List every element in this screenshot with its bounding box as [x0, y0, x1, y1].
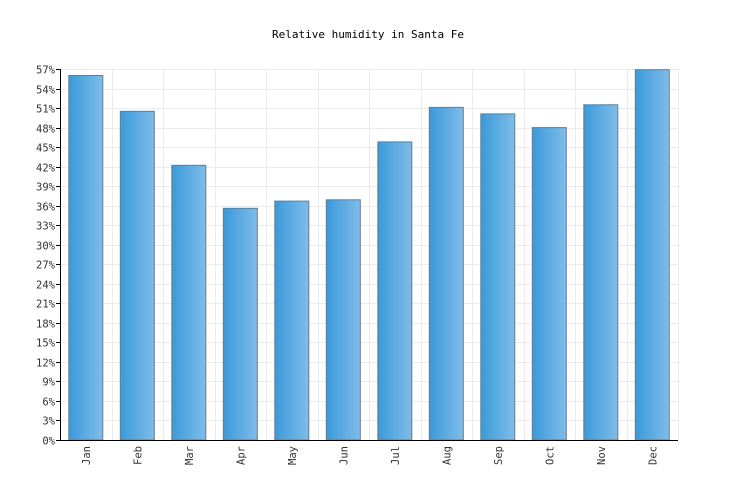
- y-tick-label: 21%: [36, 299, 56, 311]
- x-tick-label: Sep: [493, 446, 505, 465]
- bar-apr: [222, 207, 258, 441]
- y-tick-labels: 0% 3% 6% 9% 12% 15% 18% 21% 24% 27% 30% 33% 36% 39% 42…: [36, 65, 56, 448]
- bars-layer: [68, 69, 670, 441]
- x-tick-label: Mar: [184, 446, 196, 465]
- y-tick-label: 12%: [36, 358, 56, 370]
- x-tick-label: Nov: [596, 446, 608, 465]
- y-tick-label: 9%: [42, 377, 55, 389]
- y-tick-label: 0%: [42, 436, 55, 448]
- y-tick-label: 51%: [36, 104, 56, 116]
- y-tick-label: 48%: [36, 124, 56, 136]
- y-tick-label: 6%: [42, 397, 55, 409]
- bar-sep: [480, 113, 516, 441]
- grid-layer: [60, 69, 679, 440]
- y-tick-label: 54%: [36, 85, 56, 97]
- y-tick-label: 45%: [36, 143, 56, 155]
- bar-jul: [377, 141, 413, 441]
- x-tick-label: Jan: [81, 446, 93, 465]
- y-tick-label: 24%: [36, 280, 56, 292]
- bar-mar: [171, 164, 207, 441]
- bar-dec: [634, 69, 670, 441]
- x-tick-label: Apr: [235, 446, 247, 465]
- bar-nov: [583, 104, 619, 441]
- bar-aug: [428, 106, 464, 441]
- x-tick-labels: Jan Feb Mar Apr May Jun Jul Aug Sep Oct Nov Dec: [81, 446, 660, 465]
- bar-oct: [531, 127, 567, 441]
- x-tick-label: May: [287, 446, 299, 465]
- y-tick-label: 57%: [36, 65, 56, 77]
- y-tick-label: 3%: [42, 416, 55, 428]
- x-tick-label: Aug: [441, 446, 453, 465]
- axes-layer: [56, 69, 678, 441]
- y-tick-label: 27%: [36, 260, 56, 272]
- y-tick-label: 42%: [36, 163, 56, 175]
- x-tick-label: Jun: [338, 446, 350, 465]
- bar-feb: [119, 110, 155, 441]
- x-tick-label: Dec: [647, 446, 659, 465]
- y-tick-label: 15%: [36, 338, 56, 350]
- y-tick-label: 36%: [36, 202, 56, 214]
- y-tick-label: 33%: [36, 221, 56, 233]
- bar-jun: [325, 199, 361, 441]
- bar-jan: [68, 75, 104, 441]
- y-tick-label: 39%: [36, 182, 56, 194]
- x-tick-label: Jul: [390, 446, 402, 465]
- x-tick-label: Feb: [132, 446, 144, 465]
- x-tick-label: Oct: [544, 446, 556, 465]
- bar-may: [274, 200, 310, 441]
- chart-title: Relative humidity in Santa Fe: [272, 28, 464, 41]
- y-tick-label: 30%: [36, 241, 56, 253]
- y-tick-label: 18%: [36, 319, 56, 331]
